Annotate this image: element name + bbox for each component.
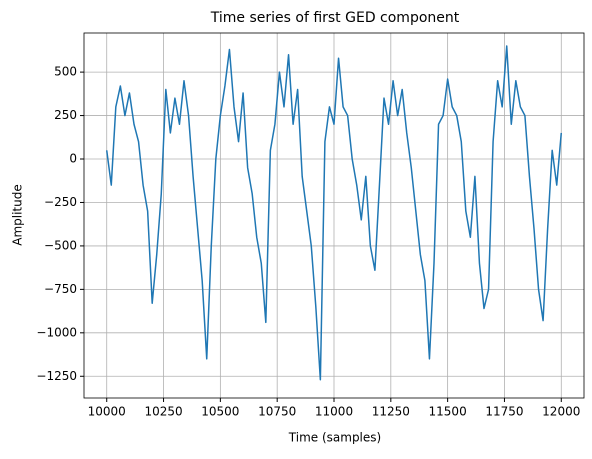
y-tick-label: 250 (54, 108, 77, 122)
x-tick-label: 11500 (429, 405, 467, 419)
x-tick-label: 11250 (372, 405, 410, 419)
y-tick-label: 0 (69, 152, 77, 166)
x-tick-label: 10000 (88, 405, 126, 419)
y-tick-label: −750 (44, 282, 77, 296)
x-tick-label: 10750 (258, 405, 296, 419)
x-tick-label: 10500 (201, 405, 239, 419)
x-tick-label: 10250 (144, 405, 182, 419)
y-tick-label: 500 (54, 65, 77, 79)
data-line (105, 45, 563, 381)
plot-frame (83, 32, 585, 399)
x-tick-label: 12000 (542, 405, 580, 419)
chart-title: Time series of first GED component (210, 10, 460, 26)
x-axis-label: Time (samples) (288, 431, 381, 445)
x-tick-label: 11000 (315, 405, 353, 419)
y-tick-label: −1000 (36, 325, 77, 339)
y-axis-label: Amplitude (11, 184, 25, 246)
y-tick-label: −500 (44, 238, 77, 252)
x-tick-label: 11750 (485, 405, 523, 419)
y-tick-label: −250 (44, 195, 77, 209)
y-tick-label: −1250 (36, 369, 77, 383)
